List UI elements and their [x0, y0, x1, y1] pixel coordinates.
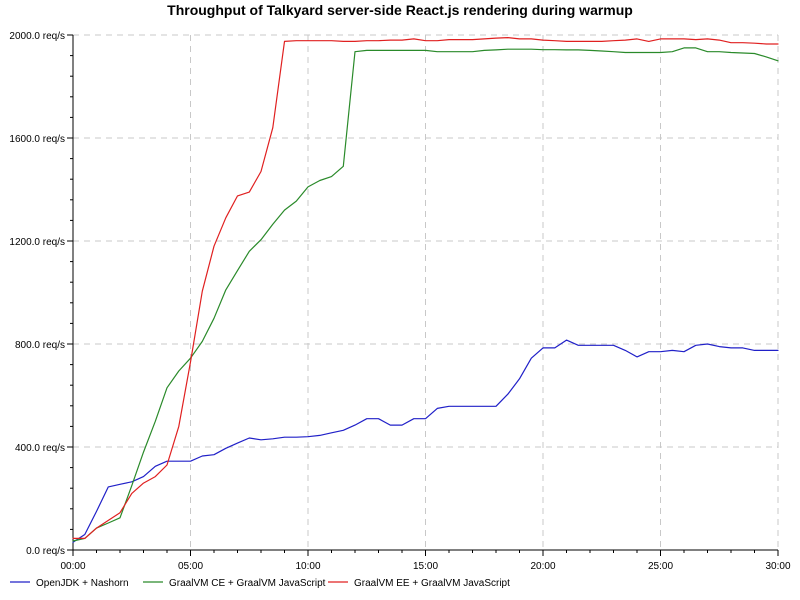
y-tick-label: 2000.0 req/s	[9, 31, 65, 42]
y-tick-label: 1200.0 req/s	[9, 237, 65, 248]
x-tick-label: 20:00	[530, 561, 555, 572]
y-tick-label: 400.0 req/s	[15, 443, 65, 454]
x-tick-label: 05:00	[178, 561, 203, 572]
y-tick-label: 800.0 req/s	[15, 340, 65, 351]
x-tick-label: 25:00	[648, 561, 673, 572]
x-tick-label: 15:00	[413, 561, 438, 572]
legend-label-3: GraalVM EE + GraalVM JavaScript	[354, 578, 510, 589]
y-tick-label: 0.0 req/s	[26, 546, 65, 557]
y-tick-label: 1600.0 req/s	[9, 134, 65, 145]
x-tick-label: 30:00	[765, 561, 790, 572]
series-line-1	[72, 339, 779, 543]
legend-label-1: OpenJDK + Nashorn	[36, 578, 129, 589]
x-tick-label: 00:00	[60, 561, 85, 572]
series-line-2	[72, 47, 779, 542]
x-tick-label: 10:00	[295, 561, 320, 572]
legend-label-2: GraalVM CE + GraalVM JavaScript	[169, 578, 326, 589]
series-line-3	[72, 36, 779, 540]
chart-title: Throughput of Talkyard server-side React…	[167, 2, 633, 18]
